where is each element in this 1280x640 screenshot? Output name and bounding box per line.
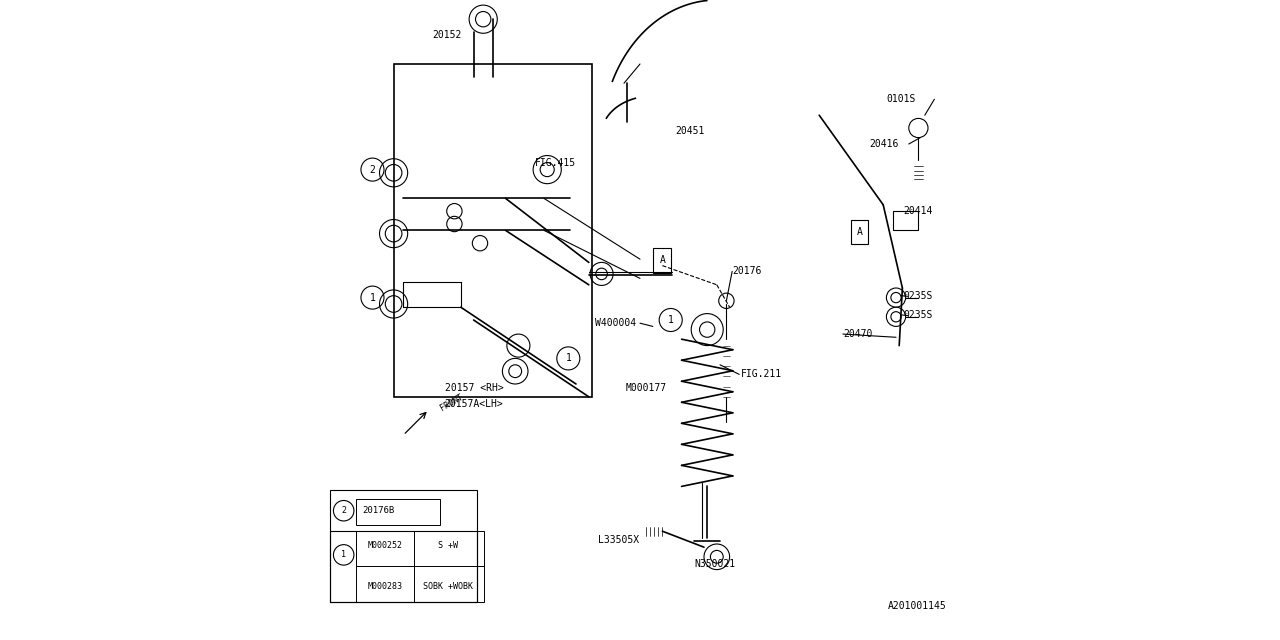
- Bar: [893, 211, 919, 230]
- Text: 20414: 20414: [904, 206, 933, 216]
- Text: 0235S: 0235S: [904, 291, 933, 301]
- Bar: [330, 490, 477, 602]
- Text: M000177: M000177: [626, 383, 667, 394]
- Text: 20470: 20470: [844, 329, 873, 339]
- Text: 0235S: 0235S: [904, 310, 933, 320]
- Text: 20451: 20451: [676, 126, 704, 136]
- Text: W400004: W400004: [595, 318, 636, 328]
- Text: FIG.415: FIG.415: [535, 158, 576, 168]
- Text: 20152: 20152: [433, 30, 461, 40]
- Bar: [654, 248, 672, 273]
- Text: SOBK +WOBK: SOBK +WOBK: [422, 582, 474, 591]
- Text: 20157 <RH>: 20157 <RH>: [445, 383, 503, 394]
- Text: M000252: M000252: [367, 541, 403, 550]
- Bar: [330, 531, 477, 602]
- Text: 20176: 20176: [732, 266, 762, 276]
- Text: 20416: 20416: [869, 139, 899, 149]
- Bar: [850, 220, 869, 244]
- Text: S +W: S +W: [438, 541, 458, 550]
- Bar: [356, 499, 440, 525]
- Text: FIG.211: FIG.211: [741, 369, 782, 380]
- Text: A201001145: A201001145: [888, 601, 947, 611]
- Text: 1: 1: [566, 353, 571, 364]
- Text: FRONT: FRONT: [438, 392, 465, 413]
- Text: 2: 2: [370, 164, 375, 175]
- Text: 0101S: 0101S: [886, 94, 915, 104]
- Text: 1: 1: [370, 292, 375, 303]
- Text: 20157A<LH>: 20157A<LH>: [445, 399, 503, 410]
- Text: A: A: [856, 227, 863, 237]
- Text: 1: 1: [668, 315, 673, 325]
- Text: M000283: M000283: [367, 582, 403, 591]
- Text: 2: 2: [342, 506, 346, 515]
- Bar: [356, 531, 485, 602]
- Text: 20176B: 20176B: [362, 506, 396, 515]
- Text: N350021: N350021: [694, 559, 736, 570]
- Text: 1: 1: [342, 550, 346, 559]
- Bar: [394, 64, 591, 397]
- Text: A: A: [659, 255, 666, 266]
- Text: L33505X: L33505X: [599, 534, 640, 545]
